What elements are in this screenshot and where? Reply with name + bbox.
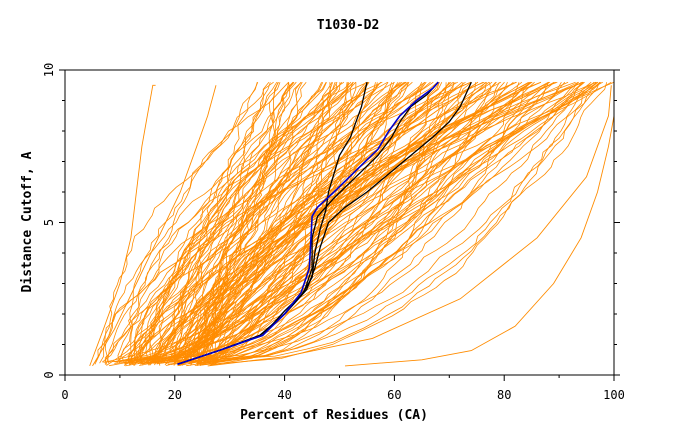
model-curve — [188, 81, 484, 363]
model-curve — [103, 81, 585, 363]
x-tick-label: 100 — [603, 388, 625, 402]
model-curve — [212, 81, 532, 365]
y-axis: 0 5 10 — [42, 63, 620, 379]
highlight-series-4 — [177, 81, 439, 366]
model-curve — [154, 81, 343, 366]
model-curve — [181, 81, 596, 364]
y-axis-label: Distance Cutoff, A — [20, 151, 35, 292]
model-curve — [205, 81, 532, 364]
highlight-series-3 — [177, 81, 439, 365]
model-curve — [165, 81, 579, 365]
model-curve — [208, 82, 341, 365]
x-tick-label: 80 — [497, 388, 511, 402]
model-curve — [114, 81, 408, 364]
model-curve — [185, 81, 549, 364]
model-curve — [143, 82, 476, 364]
model-curve — [127, 81, 434, 363]
highlight-curves — [177, 81, 472, 366]
model-curve — [150, 82, 600, 363]
x-tick-label: 60 — [387, 388, 401, 402]
y-tick-label: 10 — [42, 63, 56, 77]
model-curve — [191, 82, 450, 363]
model-curve — [172, 81, 599, 363]
model-curve — [196, 82, 508, 364]
model-curve — [179, 81, 597, 363]
model-curve — [105, 82, 258, 366]
model-curve — [167, 81, 270, 364]
model-curve — [104, 81, 356, 365]
x-tick-label: 20 — [168, 388, 182, 402]
model-curve — [199, 81, 505, 363]
model-curve — [182, 81, 302, 363]
model-curve-extreme — [344, 85, 615, 367]
model-curve — [203, 81, 479, 365]
model-curve — [114, 82, 392, 363]
model-curve — [99, 81, 472, 364]
x-axis: 0 20 40 60 80 100 — [61, 375, 625, 402]
model-curve — [157, 82, 549, 364]
model-curve — [130, 81, 406, 365]
model-curve — [124, 82, 338, 364]
model-curve — [198, 82, 447, 365]
model-curve — [133, 81, 388, 366]
model-curve — [206, 81, 450, 362]
model-curve — [141, 81, 307, 365]
model-curve — [139, 81, 472, 366]
model-curve-extreme — [92, 85, 217, 367]
x-tick-label: 0 — [61, 388, 68, 402]
model-curve-extreme — [207, 85, 612, 367]
x-tick-label: 40 — [277, 388, 291, 402]
y-tick-label: 5 — [42, 219, 56, 226]
model-curve — [153, 81, 601, 364]
model-curve — [152, 81, 407, 364]
model-curve — [199, 82, 349, 366]
model-curve — [198, 81, 615, 365]
model-curve — [195, 82, 279, 365]
model-curve — [200, 81, 531, 363]
model-curve — [117, 81, 496, 362]
model-curve — [104, 81, 368, 363]
model-curve — [173, 81, 354, 363]
model-curve — [101, 81, 295, 363]
background-curves — [89, 81, 615, 367]
chart-title: T1030-D2 — [317, 18, 380, 33]
model-curve — [170, 81, 338, 366]
model-curve — [145, 81, 297, 366]
model-curve — [119, 82, 582, 363]
model-curve — [131, 81, 597, 365]
model-curve — [176, 81, 558, 365]
y-tick-label: 0 — [42, 371, 56, 378]
model-curve — [186, 82, 500, 367]
model-curve — [171, 81, 584, 365]
model-curve — [199, 82, 520, 366]
model-curve — [173, 82, 259, 365]
model-curve-extreme — [89, 84, 156, 367]
model-curve — [177, 82, 333, 362]
model-curve — [94, 81, 517, 365]
model-curve — [148, 81, 535, 364]
model-curve — [148, 81, 345, 366]
model-curve — [127, 81, 532, 362]
model-curve — [194, 82, 608, 366]
x-axis-label: Percent of Residues (CA) — [240, 408, 428, 423]
model-curve — [156, 82, 336, 365]
model-curve — [178, 81, 599, 365]
model-curve — [109, 81, 595, 367]
model-curve — [95, 81, 289, 363]
model-curve — [192, 81, 533, 363]
model-curve — [198, 82, 357, 362]
model-curve — [130, 82, 290, 363]
model-curve — [207, 81, 440, 363]
